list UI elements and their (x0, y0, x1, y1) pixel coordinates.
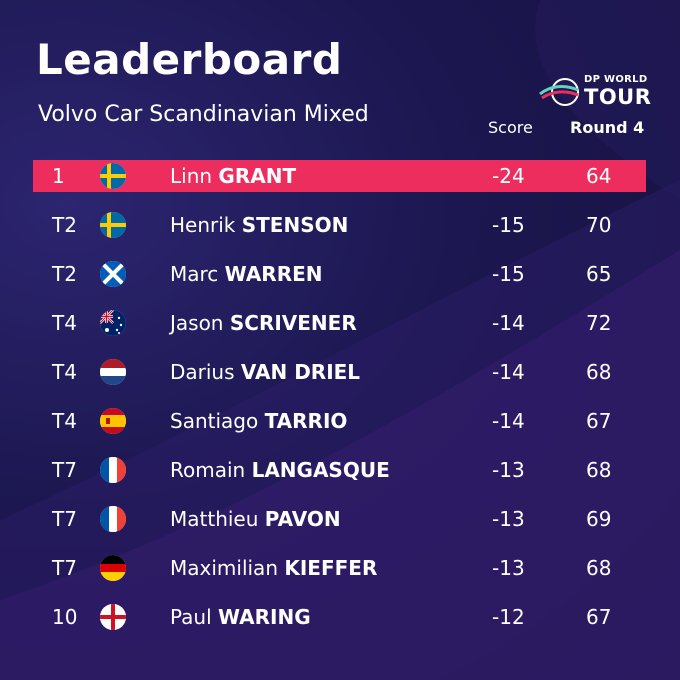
total-score: -14 (492, 311, 525, 335)
round-score: 69 (586, 507, 612, 531)
player-name: Maximilian KIEFFER (170, 552, 470, 584)
round-score: 68 (586, 556, 612, 580)
round-score: 68 (586, 458, 612, 482)
player-name: Paul WARING (170, 601, 470, 633)
france-flag-icon (100, 457, 126, 483)
position: T4 (52, 360, 77, 384)
last-name: STENSON (241, 213, 349, 237)
total-score: -15 (492, 213, 525, 237)
logo-text-top: DP WORLD (584, 74, 648, 85)
leaderboard-table: 1 Linn GRANT -24 64 T2 Henrik STENSON -1… (0, 160, 680, 650)
table-row: 10 Paul WARING -12 67 (0, 601, 680, 650)
round-score: 67 (586, 409, 612, 433)
round-score: 68 (586, 360, 612, 384)
first-name: Linn (170, 164, 213, 188)
table-row: 1 Linn GRANT -24 64 (0, 160, 680, 209)
australia-flag-icon (100, 310, 126, 336)
first-name: Henrik (170, 213, 236, 237)
player-name: Matthieu PAVON (170, 503, 470, 535)
position: T7 (52, 458, 77, 482)
last-name: WARING (218, 605, 311, 629)
position: T2 (52, 213, 77, 237)
table-row: T2 Marc WARREN -15 65 (0, 258, 680, 307)
germany-flag-icon (100, 555, 126, 581)
total-score: -12 (492, 605, 525, 629)
sweden-flag-icon (100, 163, 126, 189)
scotland-flag-icon (100, 261, 126, 287)
position: T4 (52, 409, 77, 433)
total-score: -15 (492, 262, 525, 286)
first-name: Jason (170, 311, 224, 335)
england-flag-icon (100, 604, 126, 630)
total-score: -14 (492, 409, 525, 433)
netherlands-flag-icon (100, 359, 126, 385)
last-name: TARRIO (264, 409, 348, 433)
round-score: 67 (586, 605, 612, 629)
first-name: Santiago (170, 409, 259, 433)
last-name: GRANT (218, 164, 297, 188)
round-score: 70 (586, 213, 612, 237)
total-score: -13 (492, 556, 525, 580)
page-title: Leaderboard (36, 35, 343, 84)
player-name: Henrik STENSON (170, 209, 470, 241)
last-name: PAVON (264, 507, 341, 531)
table-row: T4 Santiago TARRIO -14 67 (0, 405, 680, 454)
player-name: Santiago TARRIO (170, 405, 470, 437)
tour-swoosh-icon (539, 78, 579, 106)
table-row: T7 Matthieu PAVON -13 69 (0, 503, 680, 552)
table-row: T4 Darius VAN DRIEL -14 68 (0, 356, 680, 405)
table-row: T7 Maximilian KIEFFER -13 68 (0, 552, 680, 601)
position: T4 (52, 311, 77, 335)
leader-highlight-bar (33, 160, 646, 192)
last-name: WARREN (224, 262, 323, 286)
first-name: Marc (170, 262, 219, 286)
last-name: VAN DRIEL (240, 360, 361, 384)
total-score: -13 (492, 458, 525, 482)
position: 1 (52, 164, 65, 188)
last-name: LANGASQUE (251, 458, 390, 482)
round-score: 65 (586, 262, 612, 286)
last-name: KIEFFER (284, 556, 378, 580)
total-score: -24 (492, 164, 525, 188)
first-name: Matthieu (170, 507, 259, 531)
score-column-header: Score (488, 118, 533, 137)
total-score: -13 (492, 507, 525, 531)
total-score: -14 (492, 360, 525, 384)
round-column-header: Round 4 (570, 118, 645, 137)
first-name: Romain (170, 458, 246, 482)
position: 10 (52, 605, 78, 629)
player-name: Romain LANGASQUE (170, 454, 470, 486)
position: T2 (52, 262, 77, 286)
dp-world-tour-logo: DP WORLD TOUR (538, 74, 652, 114)
last-name: SCRIVENER (229, 311, 357, 335)
first-name: Darius (170, 360, 235, 384)
round-score: 64 (586, 164, 612, 188)
table-row: T2 Henrik STENSON -15 70 (0, 209, 680, 258)
position: T7 (52, 556, 77, 580)
france-flag-icon (100, 506, 126, 532)
player-name: Linn GRANT (170, 160, 470, 192)
table-row: T7 Romain LANGASQUE -13 68 (0, 454, 680, 503)
player-name: Jason SCRIVENER (170, 307, 470, 339)
sweden-flag-icon (100, 212, 126, 238)
first-name: Maximilian (170, 556, 278, 580)
player-name: Darius VAN DRIEL (170, 356, 470, 388)
position: T7 (52, 507, 77, 531)
round-score: 72 (586, 311, 612, 335)
tournament-name: Volvo Car Scandinavian Mixed (38, 102, 369, 127)
spain-flag-icon (100, 408, 126, 434)
player-name: Marc WARREN (170, 258, 470, 290)
table-row: T4 Jason SCRIVENER -14 72 (0, 307, 680, 356)
first-name: Paul (170, 605, 212, 629)
logo-text-main: TOUR (584, 85, 652, 109)
